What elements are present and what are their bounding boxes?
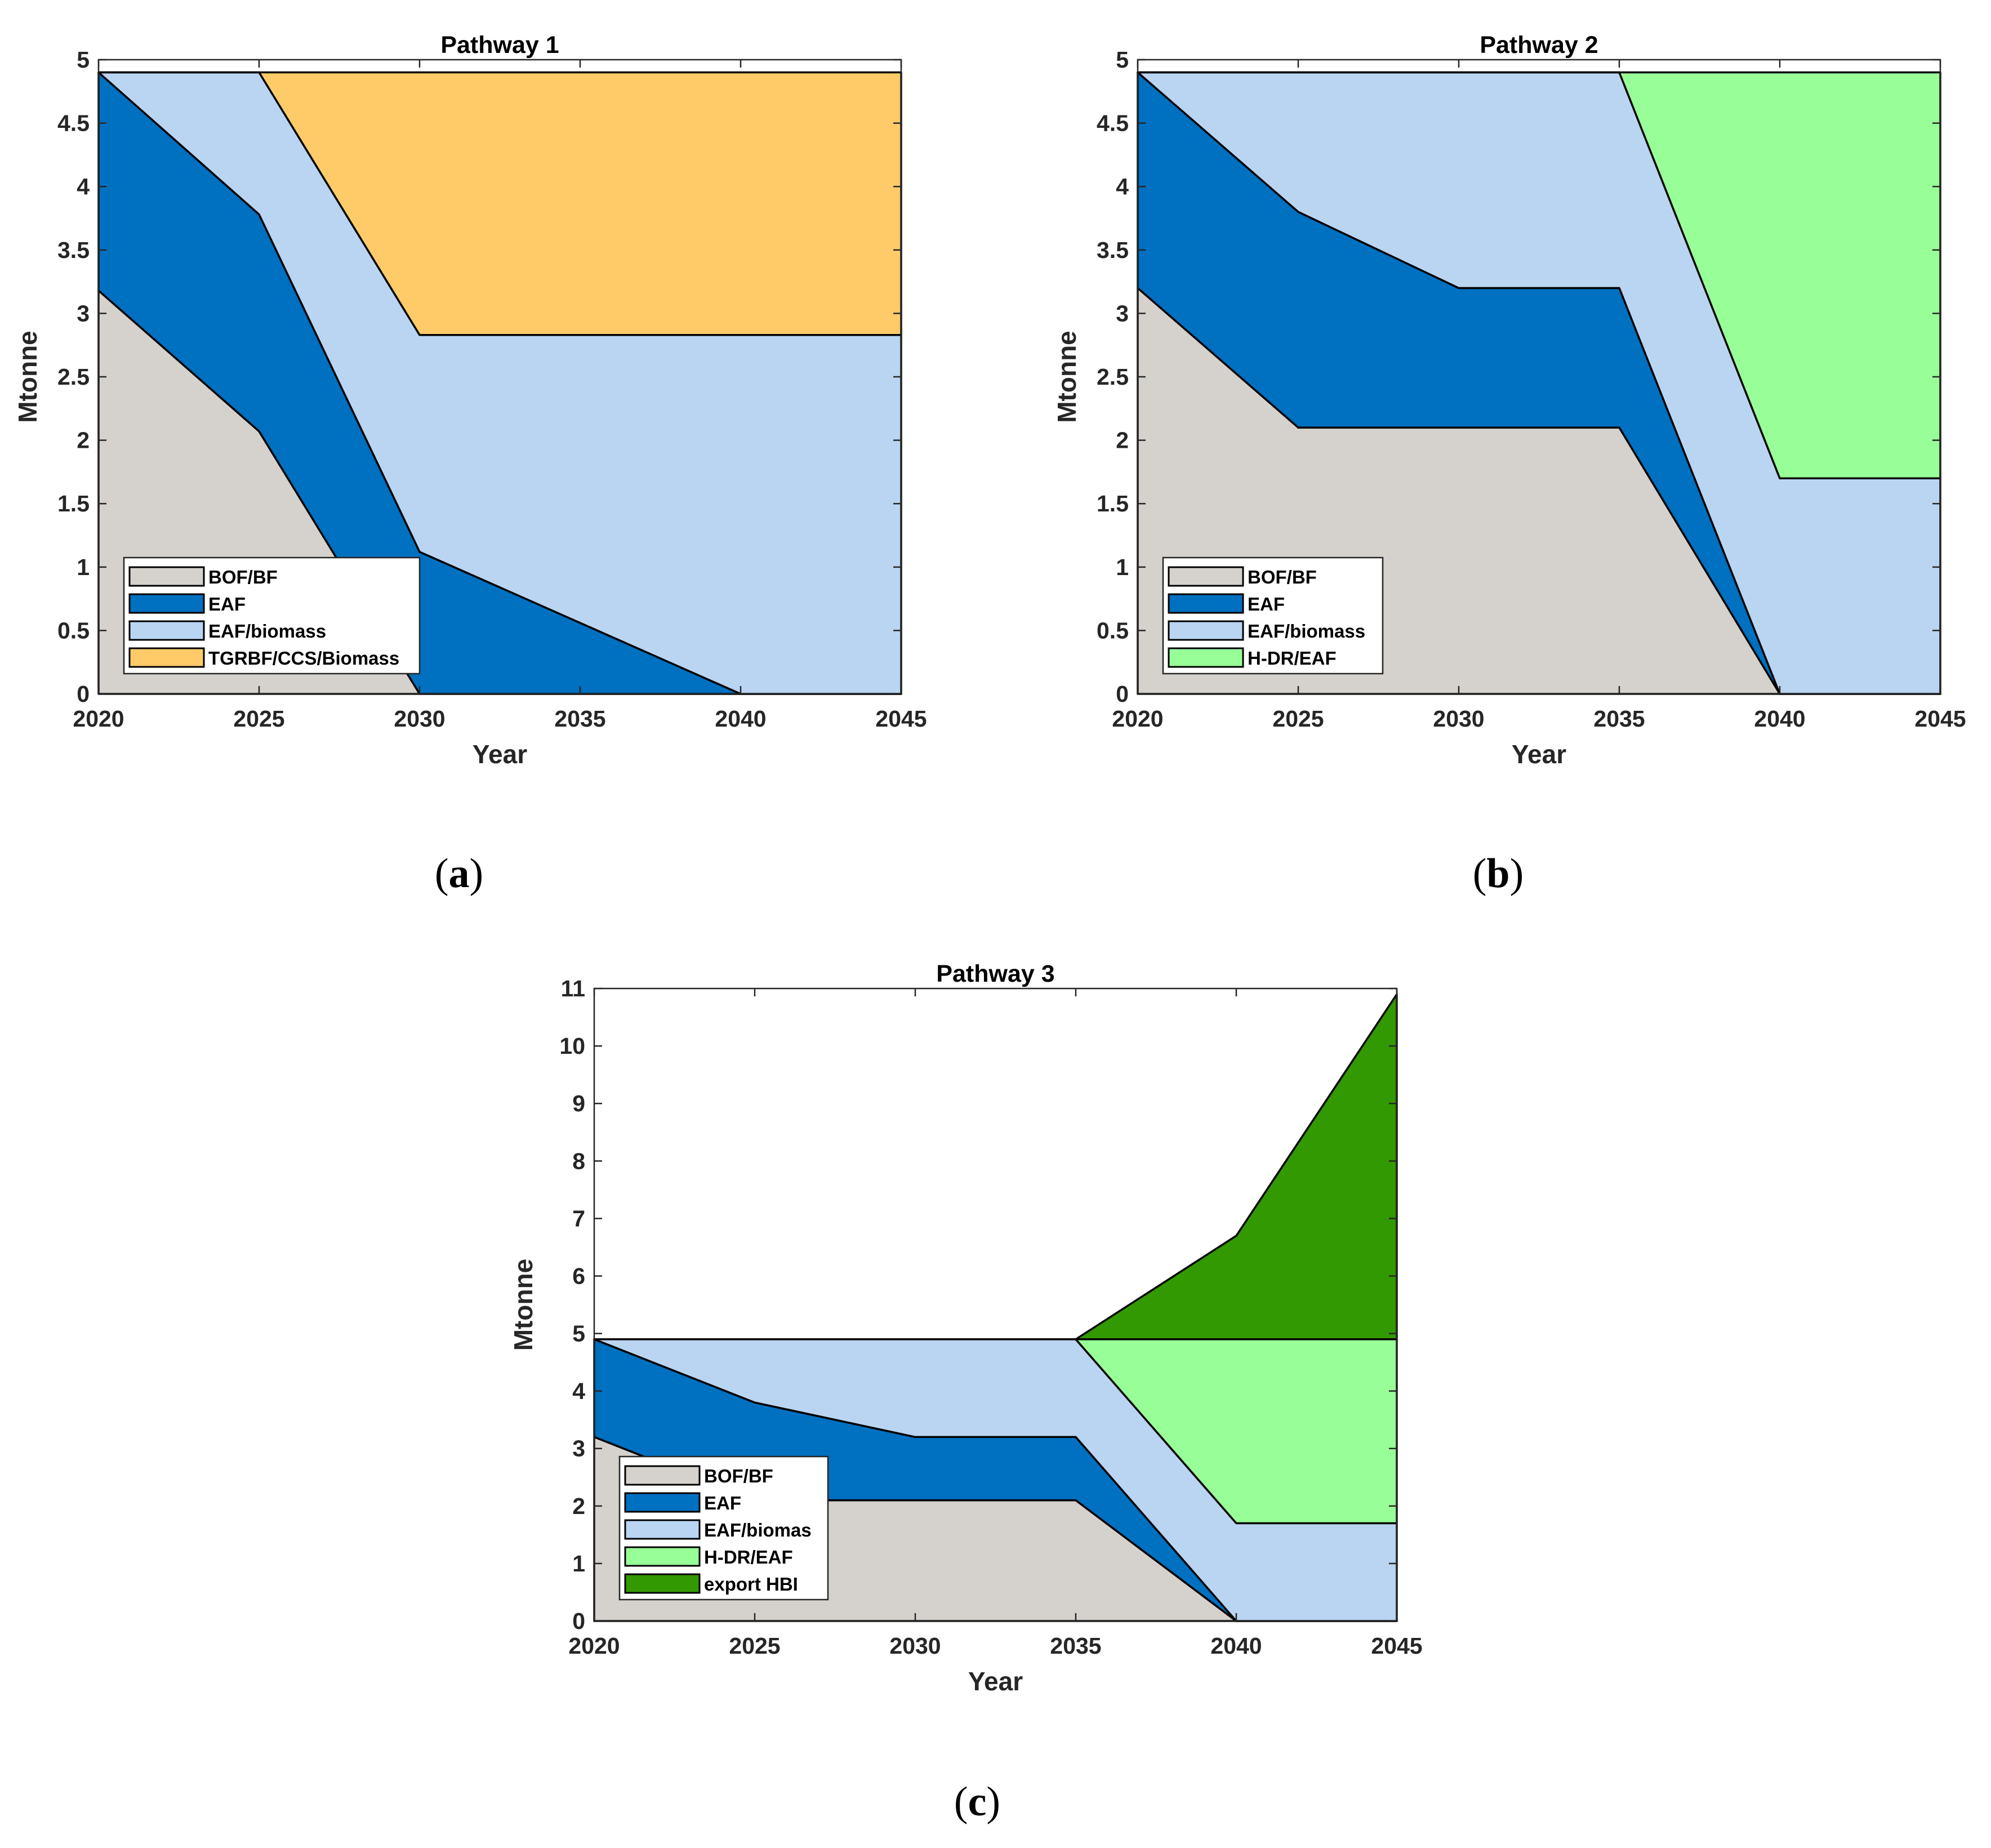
legend-label-eaf-biomass: EAF/biomass [208,621,326,642]
legend-swatch-export-hbi [624,1573,701,1594]
legend-label-eaf-biomass: EAF/biomass [1248,621,1365,642]
legend-swatch-eaf [128,593,205,614]
x-tick-label: 2040 [1210,1633,1262,1659]
legend-swatch-tgrbf-ccs-biomass [128,647,205,668]
x-tick-label: 2025 [233,706,284,732]
y-tick-label: 0.5 [1097,617,1129,643]
x-axis-title: Year [1512,740,1566,769]
legend-label-bof-bf: BOF/BF [704,1466,773,1486]
panel-caption: (c) [954,1779,1000,1825]
y-tick-label: 1 [1116,554,1129,580]
x-tick-label: 2020 [568,1633,620,1659]
x-axis-title: Year [968,1667,1023,1696]
legend-swatch-h-dr-eaf [624,1546,701,1567]
y-tick-label: 1 [77,554,90,580]
legend-label-eaf: EAF [208,594,246,614]
legend-label-h-dr-eaf: H-DR/EAF [1248,648,1337,669]
y-tick-label: 4.5 [57,110,90,136]
y-tick-label: 10 [559,1033,585,1059]
y-tick-label: 8 [572,1148,585,1174]
y-tick-label: 7 [572,1205,585,1231]
y-axis-title: Mtonne [509,1259,538,1351]
x-tick-label: 2025 [1272,706,1324,732]
legend-swatch-eaf [624,1492,701,1513]
y-tick-label: 0 [77,681,90,707]
y-tick-label: 5 [1116,47,1129,73]
legend-swatch-eaf [1168,593,1244,614]
y-tick-label: 1.5 [1097,491,1129,516]
legend-label-tgrbf-ccs-biomass: TGRBF/CCS/Biomass [208,648,399,669]
chart-panel-pathway-1: 0 0.5 1 1.5 2 2.5 3 3.5 4 4.5 5 2020 2025 2030 2035 204… [13,32,927,897]
legend-label-h-dr-eaf: H-DR/EAF [704,1547,793,1568]
y-tick-label: 4 [77,173,90,199]
y-tick-label: 2 [77,428,90,453]
x-tick-label: 2020 [73,706,124,732]
legend-label-eaf: EAF [704,1493,741,1513]
y-tick-label: 0 [572,1608,585,1634]
legend: BOF/BF EAF EAF/biomass H-DR/EAF [1162,556,1384,675]
legend-swatch-h-dr-eaf [1168,647,1244,668]
legend-label-eaf: EAF [1248,594,1285,614]
y-tick-label: 5 [572,1321,585,1347]
y-axis-title: Mtonne [13,331,42,423]
legend-swatch-bof-bf [624,1465,701,1486]
x-tick-label: 2030 [1433,706,1484,732]
y-tick-label: 11 [561,976,585,1001]
x-tick-label: 2030 [394,706,445,732]
panel-caption: (b) [1473,850,1524,897]
y-tick-label: 4 [572,1378,585,1404]
x-tick-label: 2045 [875,706,927,732]
y-tick-label: 2 [1116,428,1129,453]
legend-swatch-bof-bf [1168,566,1244,587]
x-tick-label: 2045 [1914,706,1966,732]
y-tick-label: 4.5 [1097,110,1129,136]
panel-caption: (a) [435,850,483,897]
chart-panel-pathway-3: 0 1 2 3 4 5 6 7 8 9 10 11 2020 2025 2030 2035 2040 2045 Pa… [509,960,1423,1825]
chart-title: Pathway 3 [936,960,1054,987]
chart-title: Pathway 1 [440,32,559,59]
y-tick-label: 2 [572,1493,585,1519]
legend-swatch-eaf-biomass [1168,620,1244,641]
chart-panel-pathway-2: 0 0.5 1 1.5 2 2.5 3 3.5 4 4.5 5 2020 2025 2030 2035 204… [1052,32,1966,897]
y-tick-label: 3 [1116,300,1129,326]
y-tick-label: 2.5 [57,364,90,390]
x-tick-label: 2030 [889,1633,941,1659]
x-tick-label: 2045 [1371,1633,1422,1659]
y-tick-label: 1.5 [57,491,90,516]
y-axis-title: Mtonne [1052,331,1081,423]
y-tick-label: 3 [572,1436,585,1462]
y-tick-label: 3 [77,300,90,326]
y-tick-label: 3.5 [57,237,90,263]
y-tick-label: 1 [572,1551,585,1577]
chart-title: Pathway 2 [1480,32,1598,59]
x-tick-label: 2040 [1754,706,1805,732]
x-axis-title: Year [473,740,527,769]
y-tick-label: 0.5 [57,617,90,643]
legend: BOF/BF EAF EAF/biomas H-DR/EAF export HBI [618,1455,829,1601]
y-tick-label: 0 [1116,681,1129,707]
legend: BOF/BF EAF EAF/biomass TGRBF/CCS/Biomass [123,556,421,675]
x-tick-label: 2035 [554,706,605,732]
x-tick-label: 2040 [715,706,766,732]
x-tick-label: 2020 [1112,706,1163,732]
y-tick-label: 3.5 [1097,237,1129,263]
y-tick-label: 5 [77,47,90,73]
y-tick-label: 6 [572,1263,585,1289]
legend-label-eaf-biomas: EAF/biomas [704,1520,812,1540]
x-tick-label: 2035 [1593,706,1645,732]
x-tick-label: 2025 [729,1633,780,1659]
y-tick-label: 4 [1116,173,1129,199]
axes-box [593,987,1398,1622]
legend-swatch-bof-bf [128,566,205,587]
y-tick-label: 9 [572,1090,585,1116]
y-tick-label: 2.5 [1097,364,1129,390]
x-tick-label: 2035 [1050,1633,1101,1659]
legend-swatch-eaf-biomas [624,1519,701,1540]
legend-swatch-eaf-biomass [128,620,205,641]
legend-label-export-hbi: export HBI [704,1574,798,1595]
legend-label-bof-bf: BOF/BF [208,567,278,587]
legend-label-bof-bf: BOF/BF [1248,567,1317,587]
